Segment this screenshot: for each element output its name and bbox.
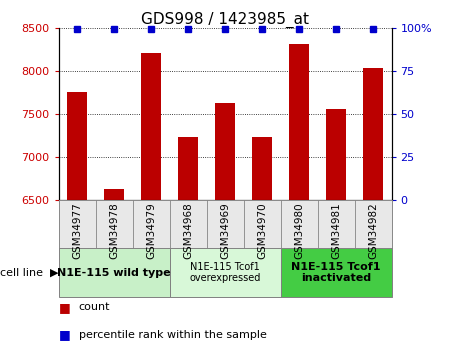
Bar [318,200,355,248]
Bar [104,189,124,200]
Bar [141,53,161,200]
Bar [355,200,392,248]
Text: GSM34981: GSM34981 [331,200,341,257]
Text: GSM34977: GSM34977 [72,200,82,257]
Text: GSM34979: GSM34979 [146,200,156,257]
Text: GSM34968: GSM34968 [183,203,193,259]
Text: GSM34977: GSM34977 [72,203,82,259]
Text: N1E-115 wild type: N1E-115 wild type [57,268,171,277]
Text: GSM34969: GSM34969 [220,200,230,257]
Title: GDS998 / 1423985_at: GDS998 / 1423985_at [141,11,309,28]
Text: ■: ■ [58,300,70,314]
Text: percentile rank within the sample: percentile rank within the sample [79,330,266,339]
Text: N1E-115 Tcof1
inactivated: N1E-115 Tcof1 inactivated [291,262,381,283]
Bar [170,200,207,248]
Text: GSM34970: GSM34970 [257,203,267,259]
Bar [215,104,235,200]
Bar [289,44,309,200]
Text: GSM34979: GSM34979 [146,203,156,259]
Bar [178,137,198,200]
Text: GSM34970: GSM34970 [257,200,267,257]
Bar [207,200,243,248]
Bar [58,248,170,297]
Text: GSM34982: GSM34982 [368,200,378,257]
Bar [58,200,95,248]
Text: GSM34981: GSM34981 [331,203,341,259]
Text: GSM34978: GSM34978 [109,200,119,257]
Bar [132,200,170,248]
Text: GSM34980: GSM34980 [294,203,304,259]
Text: cell line  ▶: cell line ▶ [0,268,58,277]
Text: GSM34980: GSM34980 [294,200,304,257]
Text: GSM34978: GSM34978 [109,203,119,259]
Bar [363,68,383,200]
Bar [326,109,346,200]
Bar [252,137,272,200]
Bar [95,200,132,248]
Text: GSM34982: GSM34982 [368,203,378,259]
Text: GSM34969: GSM34969 [220,203,230,259]
Text: count: count [79,302,110,312]
Bar [243,200,280,248]
Text: N1E-115 Tcof1
overexpressed: N1E-115 Tcof1 overexpressed [189,262,261,283]
Bar [280,200,318,248]
Text: ■: ■ [58,328,70,341]
Bar [170,248,280,297]
Bar [280,248,392,297]
Text: GSM34968: GSM34968 [183,200,193,257]
Bar [67,92,87,200]
